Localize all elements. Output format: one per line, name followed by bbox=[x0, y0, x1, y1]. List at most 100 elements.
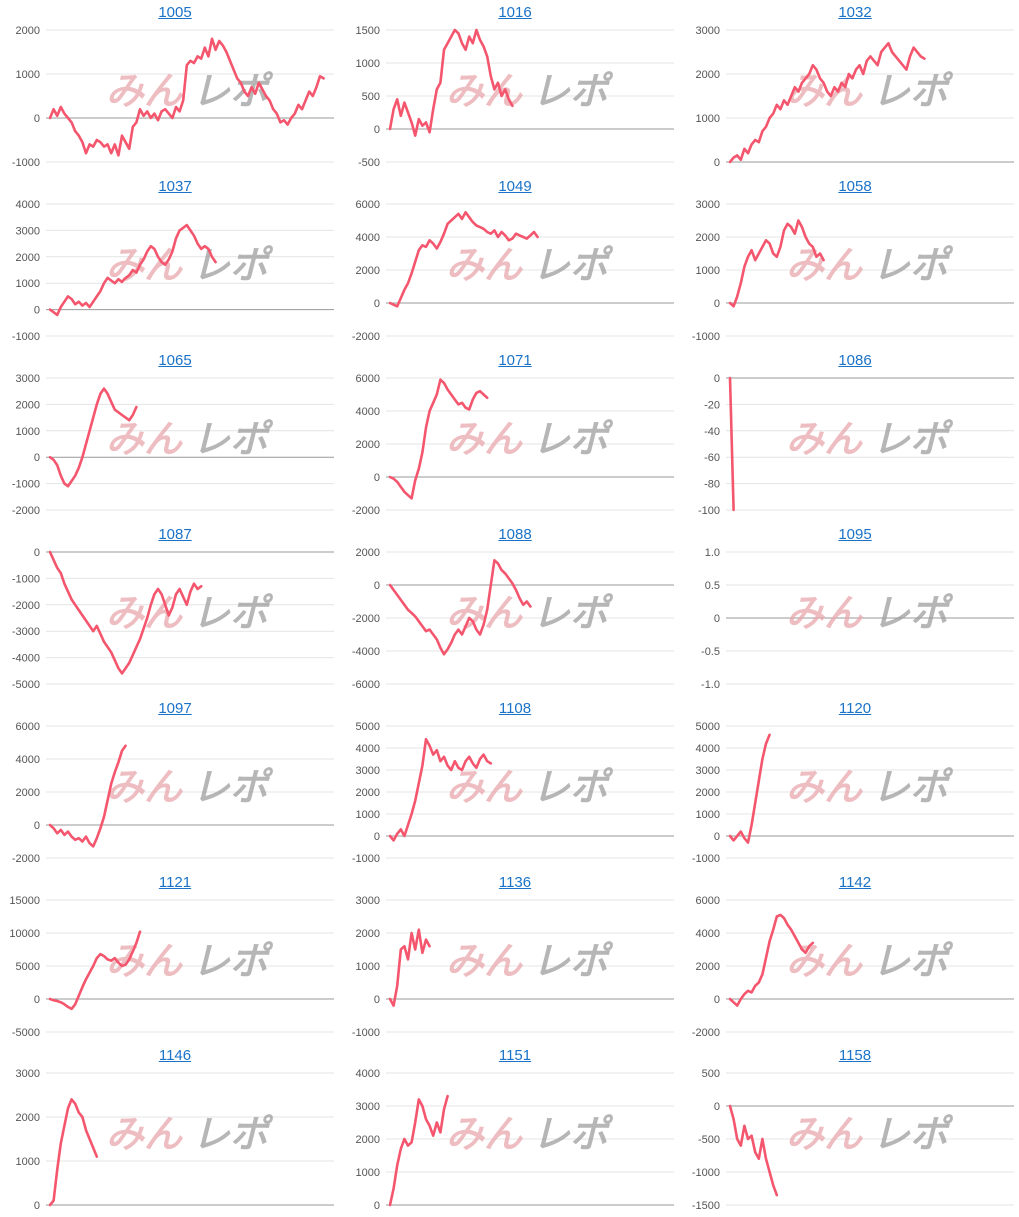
chart-panel: 1088 2000 0 -2000 -4000 -6000 みん レポ bbox=[346, 522, 684, 696]
chart-plot: 5000 4000 3000 2000 1000 0 -1000 みん レポ bbox=[692, 721, 1014, 865]
y-tick-label: 2000 bbox=[16, 399, 40, 411]
chart-title-link[interactable]: 1158 bbox=[838, 1047, 872, 1064]
y-tick-label: 1000 bbox=[16, 69, 40, 81]
chart-title-link[interactable]: 1142 bbox=[838, 874, 872, 891]
y-tick-label: 10000 bbox=[9, 928, 40, 940]
y-tick-label: 0 bbox=[34, 452, 40, 464]
y-tick-label: 0 bbox=[714, 1101, 720, 1113]
chart-plot: 6000 4000 2000 0 -2000 みん レポ bbox=[352, 373, 674, 517]
chart-panel: 1086 0 -20 -40 -60 -80 -100 みん レポ bbox=[686, 348, 1019, 522]
watermark-text: レポ bbox=[872, 417, 954, 461]
y-tick-label: -2000 bbox=[12, 600, 40, 612]
y-tick-label: 1000 bbox=[16, 426, 40, 438]
y-tick-label: -2000 bbox=[692, 1027, 720, 1039]
y-tick-label: 0 bbox=[374, 994, 380, 1006]
series-line bbox=[48, 223, 217, 317]
y-tick-label: 4000 bbox=[696, 928, 720, 940]
watermark-text: レポ bbox=[872, 243, 954, 287]
chart-plot: 4000 3000 2000 1000 0 みん レポ bbox=[356, 1068, 674, 1212]
watermark-text: レポ bbox=[532, 765, 614, 809]
y-tick-label: 2000 bbox=[356, 787, 380, 799]
y-tick-label: -1000 bbox=[12, 479, 40, 491]
chart-title-link[interactable]: 1058 bbox=[838, 178, 872, 195]
chart-panel: 1095 1.0 0.5 0 -0.5 -1.0 みん レポ bbox=[686, 522, 1019, 696]
chart-title-link[interactable]: 1005 bbox=[158, 4, 192, 21]
chart-title-link[interactable]: 1108 bbox=[498, 700, 532, 717]
series-line bbox=[48, 550, 203, 675]
chart-title-link[interactable]: 1121 bbox=[158, 874, 192, 891]
chart-title-link[interactable]: 1146 bbox=[158, 1047, 192, 1064]
y-tick-label: -4000 bbox=[352, 646, 380, 658]
chart-panel: 1158 500 0 -500 -1000 -1500 みん レポ bbox=[686, 1043, 1019, 1217]
y-tick-label: 0 bbox=[374, 1200, 380, 1212]
chart-title-link[interactable]: 1120 bbox=[838, 700, 872, 717]
chart-plot: 6000 4000 2000 0 -2000 みん レポ bbox=[352, 199, 674, 343]
y-tick-label: 3000 bbox=[696, 25, 720, 37]
y-tick-label: -2000 bbox=[352, 505, 380, 517]
series-line bbox=[728, 376, 735, 512]
y-tick-label: 5000 bbox=[696, 721, 720, 733]
chart-title-link[interactable]: 1136 bbox=[498, 874, 532, 891]
chart-plot: 3000 2000 1000 0 -1000 みん レポ bbox=[692, 199, 1014, 343]
chart-panel: 1097 6000 4000 2000 0 -2000 みん レポ bbox=[6, 696, 344, 870]
watermark-text: みん bbox=[446, 1112, 523, 1156]
chart-panel: 1146 3000 2000 1000 0 みん レポ bbox=[6, 1043, 344, 1217]
chart-plot: 2000 1000 0 -1000 みん レポ bbox=[12, 25, 334, 169]
chart-title-link[interactable]: 1037 bbox=[158, 178, 192, 195]
y-tick-label: 1000 bbox=[356, 961, 380, 973]
chart-plot: 500 0 -500 -1000 -1500 みん レポ bbox=[692, 1068, 1014, 1212]
y-tick-label: 3000 bbox=[696, 199, 720, 211]
y-tick-label: -6000 bbox=[352, 679, 380, 691]
y-tick-label: 4000 bbox=[16, 199, 40, 211]
y-tick-label: 0 bbox=[34, 820, 40, 832]
y-tick-label: -1000 bbox=[352, 1027, 380, 1039]
y-tick-label: -5000 bbox=[12, 1027, 40, 1039]
chart-title-link[interactable]: 1016 bbox=[498, 4, 532, 21]
series-line bbox=[728, 913, 815, 1007]
y-tick-label: 0 bbox=[714, 157, 720, 169]
y-tick-label: 500 bbox=[362, 91, 380, 103]
y-tick-label: 0 bbox=[374, 124, 380, 136]
y-tick-label: -1000 bbox=[12, 331, 40, 343]
chart-title-link[interactable]: 1049 bbox=[498, 178, 532, 195]
y-tick-label: 15000 bbox=[9, 895, 40, 907]
y-tick-label: -1500 bbox=[692, 1200, 720, 1212]
chart-plot: 0 -20 -40 -60 -80 -100 みん レポ bbox=[698, 373, 1014, 517]
chart-title-link[interactable]: 1087 bbox=[158, 526, 192, 543]
chart-plot: 2000 0 -2000 -4000 -6000 みん レポ bbox=[352, 547, 674, 691]
watermark-text: レポ bbox=[532, 243, 614, 287]
y-tick-label: 4000 bbox=[696, 743, 720, 755]
chart-title-link[interactable]: 1086 bbox=[838, 352, 872, 369]
watermark-text: レポ bbox=[532, 1112, 614, 1156]
watermark-text: みん bbox=[786, 1112, 863, 1156]
y-tick-label: 4000 bbox=[356, 743, 380, 755]
series-line bbox=[48, 1098, 99, 1207]
watermark-text: レポ bbox=[872, 939, 954, 983]
chart-title-link[interactable]: 1095 bbox=[838, 526, 872, 543]
chart-plot: 3000 2000 1000 0 -1000 -2000 みん レポ bbox=[12, 373, 334, 517]
y-tick-label: -1000 bbox=[692, 331, 720, 343]
y-tick-label: 0 bbox=[714, 373, 720, 385]
y-tick-label: 2000 bbox=[16, 787, 40, 799]
series-line bbox=[48, 930, 142, 1011]
y-tick-label: 2000 bbox=[356, 439, 380, 451]
y-tick-label: 0.5 bbox=[705, 580, 720, 592]
chart-plot: 3000 2000 1000 0 -1000 みん レポ bbox=[352, 895, 674, 1039]
y-tick-label: 0 bbox=[34, 113, 40, 125]
y-tick-label: 0 bbox=[34, 305, 40, 317]
chart-title-link[interactable]: 1071 bbox=[498, 352, 532, 369]
y-tick-label: 1000 bbox=[16, 1156, 40, 1168]
chart-title-link[interactable]: 1088 bbox=[498, 526, 532, 543]
watermark-text: レポ bbox=[872, 69, 954, 113]
chart-title-link[interactable]: 1065 bbox=[158, 352, 192, 369]
chart-plot: 1.0 0.5 0 -0.5 -1.0 みん レポ bbox=[701, 547, 1014, 691]
watermark-text: レポ bbox=[872, 765, 954, 809]
watermark-text: みん bbox=[106, 417, 183, 461]
chart-panel: 1136 3000 2000 1000 0 -1000 みん レポ bbox=[346, 870, 684, 1044]
chart-title-link[interactable]: 1097 bbox=[158, 700, 192, 717]
chart-title-link[interactable]: 1151 bbox=[498, 1047, 532, 1064]
series-line bbox=[388, 558, 532, 656]
watermark-text: みん bbox=[786, 939, 863, 983]
chart-title-link[interactable]: 1032 bbox=[838, 4, 872, 21]
